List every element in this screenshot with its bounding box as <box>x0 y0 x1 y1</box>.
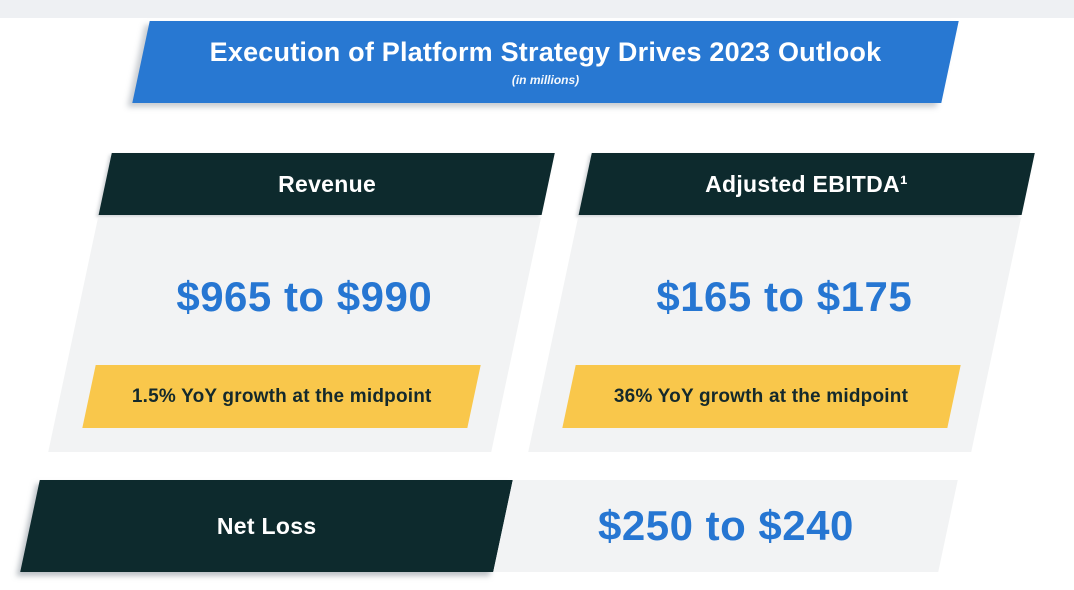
net-loss-label: Net Loss <box>216 512 317 539</box>
adjusted-ebitda-value: $165 to $175 <box>655 272 912 320</box>
revenue-growth-badge: 1.5% YoY growth at the midpoint <box>82 365 481 428</box>
net-loss-value: $250 to $240 <box>597 502 854 549</box>
net-loss-row: Net Loss $250 to $240 <box>20 480 958 572</box>
adjusted-ebitda-card-body: $165 to $175 36% YoY growth at the midpo… <box>528 218 1021 452</box>
revenue-growth-badge-text: 1.5% YoY growth at the midpoint <box>131 385 432 407</box>
adjusted-ebitda-card: Adjusted EBITDA¹ $165 to $175 36% YoY gr… <box>528 153 1035 452</box>
title-banner: Execution of Platform Strategy Drives 20… <box>132 21 959 103</box>
revenue-card: Revenue $965 to $990 1.5% YoY growth at … <box>48 153 555 452</box>
net-loss-value-box: $250 to $240 <box>493 480 958 572</box>
adjusted-ebitda-card-header: Adjusted EBITDA¹ <box>578 153 1035 215</box>
revenue-card-title: Revenue <box>277 170 376 197</box>
top-gray-strip <box>0 0 1074 18</box>
slide-title: Execution of Platform Strategy Drives 20… <box>209 37 882 67</box>
slide-subtitle: (in millions) <box>511 73 580 87</box>
adjusted-ebitda-growth-badge: 36% YoY growth at the midpoint <box>562 365 961 428</box>
adjusted-ebitda-card-title: Adjusted EBITDA¹ <box>705 170 909 197</box>
revenue-card-header: Revenue <box>98 153 555 215</box>
title-banner-content: Execution of Platform Strategy Drives 20… <box>141 37 950 87</box>
revenue-value: $965 to $990 <box>175 272 432 320</box>
revenue-card-body: $965 to $990 1.5% YoY growth at the midp… <box>48 218 541 452</box>
adjusted-ebitda-growth-badge-text: 36% YoY growth at the midpoint <box>614 385 909 407</box>
net-loss-label-box: Net Loss <box>20 480 513 572</box>
